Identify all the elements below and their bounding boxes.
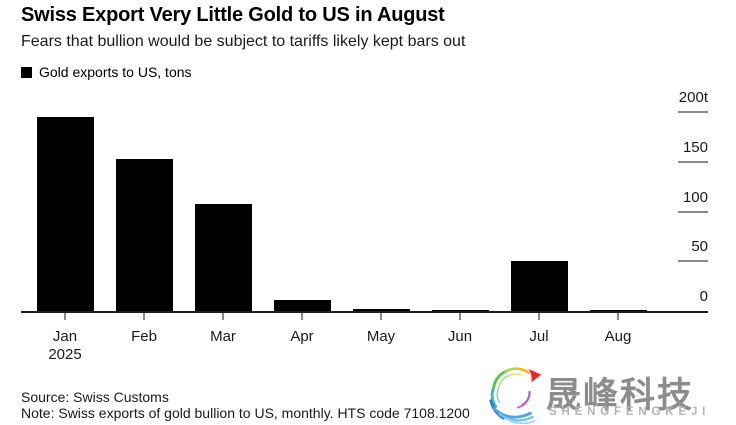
bar-jun xyxy=(432,310,489,311)
y-axis-tick xyxy=(678,111,708,113)
bar-feb xyxy=(116,159,173,311)
x-axis-tick xyxy=(301,313,303,320)
y-axis-label: 50 xyxy=(691,238,708,255)
x-axis-tick xyxy=(617,313,619,320)
x-axis-tick xyxy=(538,313,540,320)
y-axis-label: 150 xyxy=(682,139,708,156)
watermark: 晟峰科技 SHENGFENGKEJI xyxy=(486,361,736,425)
x-axis-year-label: 2025 xyxy=(48,346,82,363)
bar-may xyxy=(353,309,410,311)
x-axis-tick xyxy=(143,313,145,320)
x-axis-label-jun: Jun xyxy=(447,328,473,345)
x-axis-tick xyxy=(380,313,382,320)
legend-label: Gold exports to US, tons xyxy=(39,64,192,80)
watermark-company-name-en: SHENGFENGKEJI xyxy=(549,406,711,418)
x-axis-line xyxy=(21,311,708,313)
chart-title: Swiss Export Very Little Gold to US in A… xyxy=(21,4,445,26)
legend-swatch-icon xyxy=(21,66,32,78)
x-axis-label-apr: Apr xyxy=(290,328,314,345)
y-axis-label: 0 xyxy=(699,288,708,305)
x-axis-label-aug: Aug xyxy=(604,328,632,345)
note-text: Note: Swiss exports of gold bullion to U… xyxy=(21,405,470,421)
bar-jul xyxy=(511,261,568,311)
y-axis-label: 200t xyxy=(678,89,708,106)
y-axis-label: 100 xyxy=(682,189,708,206)
y-axis-tick xyxy=(678,211,708,213)
bar-aug xyxy=(590,310,647,311)
chart-subtitle: Fears that bullion would be subject to t… xyxy=(21,33,466,50)
bar-jan xyxy=(37,117,94,311)
source-text: Source: Swiss Customs xyxy=(21,389,169,405)
x-axis-label-mar: Mar xyxy=(210,328,236,345)
legend: Gold exports to US, tons xyxy=(21,64,192,80)
y-axis-tick xyxy=(678,161,708,163)
bar-apr xyxy=(274,300,331,311)
x-axis-tick xyxy=(222,313,224,320)
x-axis-tick xyxy=(459,313,461,320)
bar-mar xyxy=(195,204,252,311)
x-axis-tick xyxy=(64,313,66,320)
x-axis-label-feb: Feb xyxy=(131,328,157,345)
watermark-company-name-cn: 晟峰科技 xyxy=(546,376,695,415)
x-axis-label-may: May xyxy=(366,328,396,345)
watermark-swirl-logo-icon xyxy=(489,367,542,424)
x-axis-label-jan: Jan 2025 xyxy=(20,328,110,364)
y-axis-tick xyxy=(678,260,708,262)
x-axis-label-jul: Jul xyxy=(529,328,549,345)
